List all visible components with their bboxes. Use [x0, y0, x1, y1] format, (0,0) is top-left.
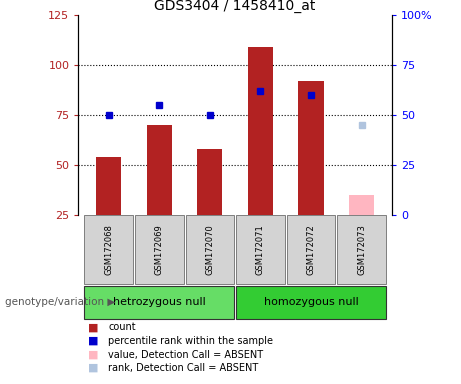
- Bar: [298, 81, 324, 215]
- Bar: [236, 215, 284, 284]
- Bar: [236, 286, 386, 319]
- Bar: [337, 215, 386, 284]
- Text: GSM172071: GSM172071: [256, 224, 265, 275]
- Text: homozygous null: homozygous null: [264, 297, 358, 308]
- Text: rank, Detection Call = ABSENT: rank, Detection Call = ABSENT: [108, 363, 259, 373]
- Bar: [84, 215, 133, 284]
- Bar: [84, 286, 234, 319]
- Bar: [248, 47, 273, 215]
- Bar: [96, 157, 121, 215]
- Text: value, Detection Call = ABSENT: value, Detection Call = ABSENT: [108, 349, 263, 359]
- Text: percentile rank within the sample: percentile rank within the sample: [108, 336, 273, 346]
- Text: GSM172072: GSM172072: [307, 224, 315, 275]
- Text: GSM172073: GSM172073: [357, 224, 366, 275]
- Text: genotype/variation ▶: genotype/variation ▶: [5, 297, 115, 308]
- Text: count: count: [108, 323, 136, 333]
- Text: GSM172068: GSM172068: [104, 224, 113, 275]
- Bar: [197, 149, 223, 215]
- Bar: [349, 195, 374, 215]
- Bar: [135, 215, 183, 284]
- Text: ■: ■: [88, 349, 98, 359]
- Text: hetrozygous null: hetrozygous null: [113, 297, 206, 308]
- Title: GDS3404 / 1458410_at: GDS3404 / 1458410_at: [154, 0, 316, 13]
- Text: ■: ■: [88, 323, 98, 333]
- Bar: [186, 215, 234, 284]
- Text: GSM172069: GSM172069: [155, 224, 164, 275]
- Text: GSM172070: GSM172070: [205, 224, 214, 275]
- Text: ■: ■: [88, 363, 98, 373]
- Bar: [147, 125, 172, 215]
- Bar: [287, 215, 335, 284]
- Text: ■: ■: [88, 336, 98, 346]
